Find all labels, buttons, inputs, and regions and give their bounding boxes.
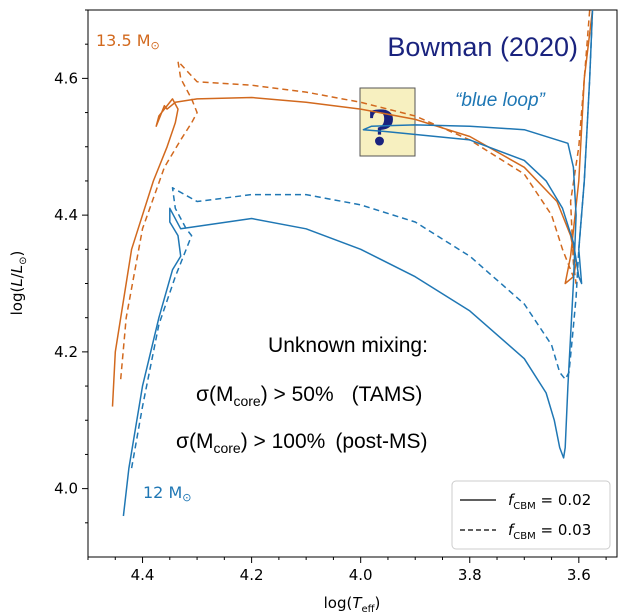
y-tick-label: 4.0 [54, 480, 78, 498]
x-tick-label: 4.4 [131, 566, 155, 584]
y-tick-label: 4.6 [54, 69, 78, 87]
legend: fCBM = 0.02 fCBM = 0.03 [451, 480, 611, 550]
chart-title: Bowman (2020) [387, 32, 578, 62]
mass-label-13-5: 13.5 M⊙ [96, 31, 160, 52]
y-tick-label: 4.2 [54, 343, 78, 361]
x-tick-label: 4.2 [240, 566, 264, 584]
sigma-post-text: σ(Mcore) > 100% (post-MS) [176, 430, 428, 456]
x-axis-label: log(Teff) [324, 594, 381, 614]
y-axis-label: log(L/L⊙) [8, 251, 29, 316]
unknown-mixing-text: Unknown mixing: [268, 334, 428, 357]
legend-item-dashed: fCBM = 0.03 [508, 521, 591, 542]
mass-label-12: 12 M⊙ [143, 483, 191, 504]
x-tick-label: 4.0 [349, 566, 373, 584]
series-line-13-5-solid [111, 9, 594, 407]
tick-layer: 4.4 4.2 4.0 3.8 3.6 4.0 4.2 4.4 4.6 [54, 9, 607, 584]
legend-box [451, 480, 611, 550]
x-tick-label: 3.6 [567, 566, 591, 584]
series-line-12-solid [122, 9, 594, 517]
y-tick-label: 4.4 [54, 206, 78, 224]
series-line-13-5-dashed [119, 9, 591, 380]
question-box [359, 87, 416, 157]
sigma-tams-text: σ(Mcore) > 50% (TAMS) [196, 383, 422, 409]
blue-loop-label: “blue loop” [455, 90, 546, 111]
series-line-12-dashed [130, 9, 594, 469]
x-tick-label: 3.8 [458, 566, 482, 584]
legend-item-solid: fCBM = 0.02 [508, 491, 591, 512]
series-layer [111, 9, 594, 517]
